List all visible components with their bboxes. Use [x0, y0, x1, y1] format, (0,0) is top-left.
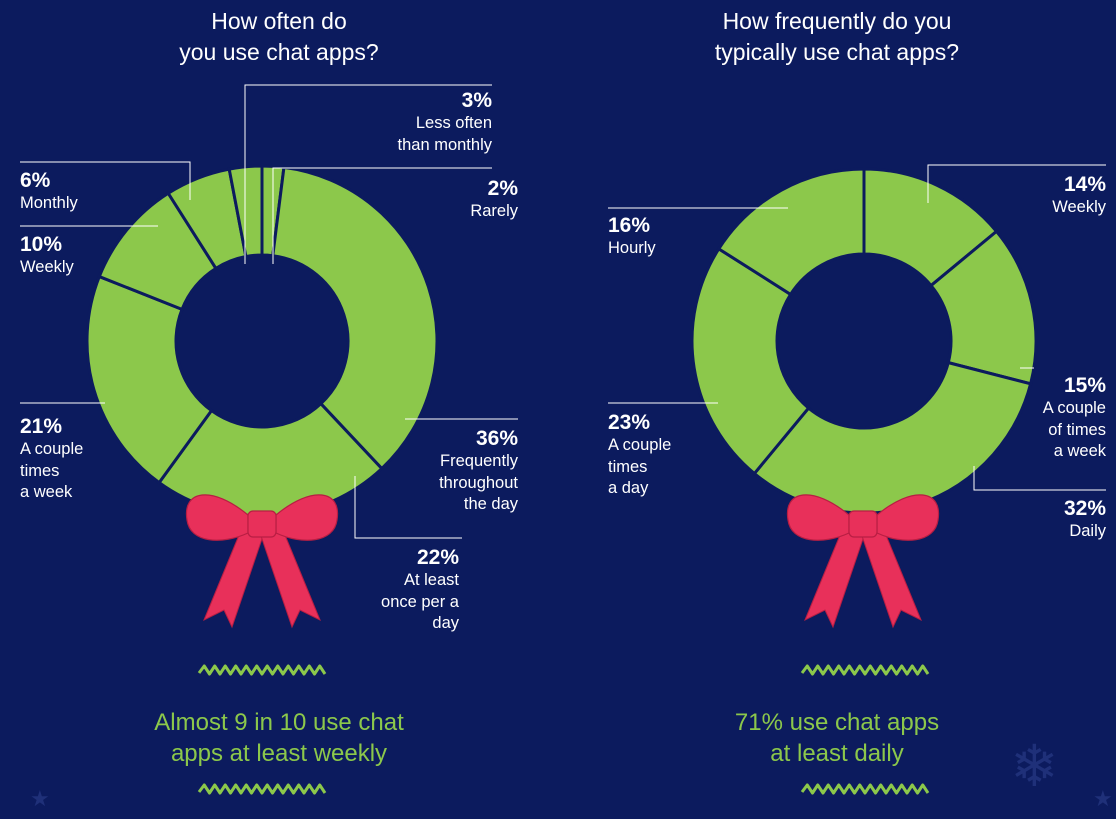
- leader-lines: [20, 84, 518, 539]
- leader-line: [354, 476, 462, 539]
- bow-loop: [185, 494, 249, 541]
- slice-category: Rarely: [470, 202, 518, 220]
- donut-slices: [690, 167, 1038, 515]
- label-weekly: 10% Weekly: [20, 232, 74, 279]
- slice-percent: 23%: [608, 411, 651, 434]
- leader-line: [272, 167, 492, 264]
- slice-percent: 3%: [461, 89, 492, 112]
- chart-panel-left: How often do you use chat apps? 36% Freq…: [20, 8, 518, 811]
- zigzag-divider: [197, 664, 327, 676]
- wreath-donut-chart: [608, 164, 1106, 795]
- chart-title: How frequently do you typically use chat…: [714, 8, 960, 65]
- zigzag-dividers: [197, 664, 327, 795]
- ribbon-bow: [185, 494, 339, 629]
- wreath-donut-chart: [20, 84, 518, 795]
- summary-text: Almost 9 in 10 use chat apps at least we…: [154, 709, 404, 767]
- slice-percent: 10%: [20, 233, 63, 256]
- chart-title: How often do you use chat apps?: [179, 8, 379, 65]
- bow-knot: [848, 510, 878, 538]
- leader-line: [244, 84, 492, 264]
- chart-panel-right: How frequently do you typically use chat…: [558, 0, 1116, 819]
- bow-loop: [876, 494, 940, 541]
- label-frequently-throughout: 36% Frequently throughout the day: [439, 426, 518, 516]
- slice-percent: 21%: [20, 415, 63, 438]
- label-daily: 32% Daily: [1064, 496, 1106, 543]
- label-at-least-once-a-day: 22% At least once per a day: [381, 545, 459, 635]
- label-couple-times-day: 23% A couple times a day: [608, 410, 671, 500]
- label-weekly: 14% Weekly: [1052, 172, 1106, 219]
- slice-category: A couple times a week: [20, 440, 84, 501]
- slice-category: Monthly: [20, 194, 78, 212]
- donut-slice: [752, 360, 1033, 515]
- donut-slice: [271, 165, 439, 471]
- star-icon: ★: [30, 786, 50, 811]
- slice-category: Weekly: [20, 258, 74, 276]
- leader-line: [973, 466, 1106, 491]
- donut-slices: [85, 164, 439, 518]
- star-icon: ★: [1093, 786, 1113, 811]
- slice-percent: 22%: [416, 546, 459, 569]
- bow-loop: [275, 494, 339, 541]
- donut-slice: [690, 246, 811, 476]
- label-rarely: 2% Rarely: [470, 176, 518, 223]
- label-couple-times-week: 21% A couple times a week: [20, 414, 83, 504]
- zigzag-divider: [800, 664, 930, 676]
- slice-category: Hourly: [608, 239, 656, 257]
- zigzag-divider: [800, 783, 930, 795]
- zigzag-divider: [197, 783, 327, 795]
- bow-knot: [247, 510, 277, 538]
- label-less-often-than-monthly: 3% Less often than monthly: [398, 88, 492, 156]
- slice-percent: 15%: [1063, 374, 1106, 397]
- slice-category: Less often than monthly: [397, 114, 492, 154]
- slice-percent: 2%: [487, 177, 518, 200]
- bow-loop: [786, 494, 850, 541]
- slice-category: A couple times a day: [608, 436, 672, 497]
- leader-lines: [608, 164, 1106, 491]
- donut-slice: [716, 167, 866, 297]
- slice-percent: 6%: [20, 169, 51, 192]
- slice-percent: 14%: [1063, 173, 1106, 196]
- snowflake-icon: ❄: [1010, 734, 1059, 799]
- slice-category: A couple of times a week: [1042, 399, 1106, 460]
- ribbon-bow: [786, 494, 940, 629]
- donut-slice: [227, 164, 264, 259]
- leader-line: [927, 164, 1106, 203]
- slice-category: At least once per a day: [381, 571, 459, 632]
- slice-category: Daily: [1069, 522, 1106, 540]
- leader-line: [20, 161, 191, 200]
- label-couple-of-times-week: 15% A couple of times a week: [1043, 373, 1106, 463]
- label-monthly: 6% Monthly: [20, 168, 78, 215]
- slice-percent: 36%: [475, 427, 518, 450]
- slice-percent: 16%: [608, 214, 651, 237]
- zigzag-dividers: [800, 664, 930, 795]
- slice-category: Frequently throughout the day: [439, 452, 518, 513]
- label-hourly: 16% Hourly: [608, 213, 656, 260]
- donut-slice: [85, 274, 214, 485]
- summary-text: 71% use chat apps at least daily: [734, 709, 940, 767]
- slice-category: Weekly: [1052, 198, 1106, 216]
- slice-percent: 32%: [1063, 497, 1106, 520]
